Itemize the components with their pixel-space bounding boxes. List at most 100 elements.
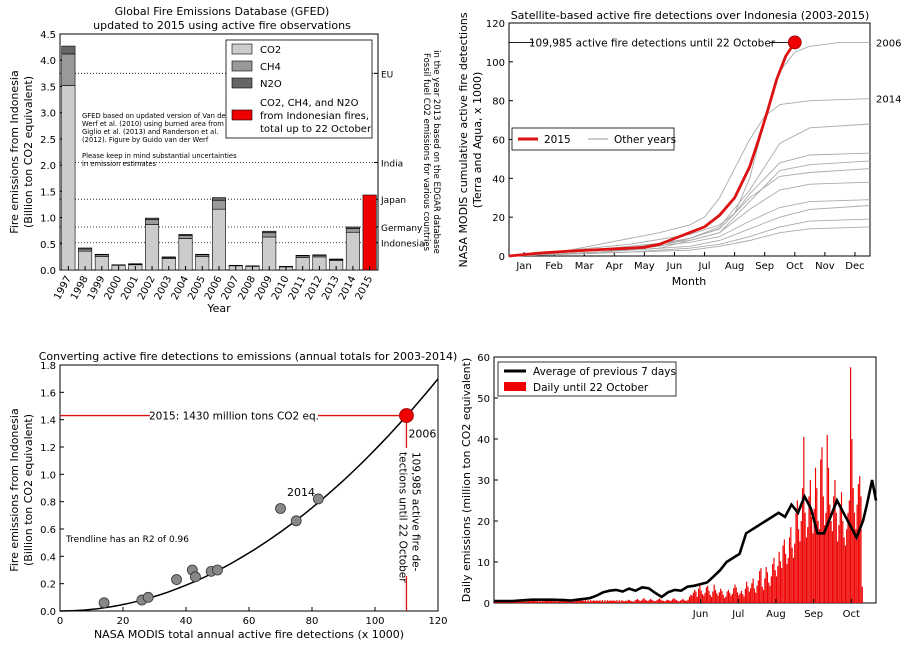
conversion-y-axis-label-line2: (Billion ton CO2 equivalent) [22,414,35,566]
daily-bar [859,475,861,603]
gfed-right-note-line2: in the year 2013 based on the EDGAR data… [431,50,441,254]
daily-bar [766,572,769,603]
daily-bar [807,527,809,603]
cumulative-detections-chart: Satellite-based active fire detections o… [457,9,901,288]
daily-bar [678,601,680,603]
daily-bar [811,516,813,603]
daily-x-tick-label: Aug [766,609,786,620]
daily-y-tick-label: 0 [484,599,490,610]
daily-bar [523,601,526,603]
conversion-y-tick-label: 0.8 [40,498,56,509]
daily-y-tick-label: 30 [477,476,490,487]
daily-bar [825,512,827,603]
daily-bar [566,600,568,603]
daily-bar [721,591,723,603]
vline-label-line2: tections until 22 October [396,452,408,583]
gfed-bar-n2o [61,45,76,55]
daily-bar [631,601,633,603]
daily-bar [788,537,791,603]
year-label-2014: 2014 [876,95,901,106]
gfed-bar-co2 [178,238,193,271]
daily-bar [762,589,765,603]
daily-bar [655,600,657,603]
daily-bar [686,600,688,603]
highlight-label: 109,985 active fire detections until 22 … [529,37,776,49]
gfed-legend: CO2 CH4 N2O CO2, CH4, and N2O from Indon… [225,39,373,139]
daily-bar [531,600,533,603]
daily-bar [701,593,704,603]
point-label-2014: 2014 [287,486,315,499]
vline-label-line1: 109,985 active fire de- [409,452,421,572]
daily-bar [704,592,706,603]
gfed-note-line: in emission estimates [82,160,157,168]
gfed-x-axis-label: Year [206,302,231,315]
daily-bar [814,467,817,603]
daily-bar [660,599,662,603]
daily-bar [579,600,581,603]
daily-bar [627,599,629,603]
gfed-bar-n2o [195,253,210,256]
daily-bar [800,521,802,603]
daily-bar [622,600,624,603]
daily-bar [688,596,691,603]
gfed-note-line: Please keep in mind substantial uncertai… [82,152,237,160]
daily-bar [642,599,644,603]
daily-bar [657,599,659,603]
daily-bar [799,541,801,603]
gfed-y-tick-label: 1.0 [40,214,56,225]
daily-bar [729,592,731,603]
daily-bar [700,590,702,603]
daily-bar [718,592,720,603]
daily-bar [822,496,824,603]
daily-bar [777,566,779,603]
daily-bar [575,600,578,603]
daily-bar [584,600,587,603]
daily-bar [697,588,700,603]
daily-bar [731,593,733,603]
daily-bar [804,512,806,603]
daily-bar [690,594,692,603]
daily-bar [601,600,604,603]
daily-bar [775,576,778,603]
conversion-y-tick-label: 1.4 [40,416,56,427]
gfed-bar-ch4 [178,235,193,239]
daily-bar [768,582,770,603]
scatter-point [98,597,110,609]
daily-bar [636,598,639,603]
highlight-point-2015 [787,35,802,50]
other-year-line [508,123,871,257]
gfed-note-line: Giglio et al. (2013) and Randerson et al… [82,128,218,136]
daily-bar [839,504,841,603]
conversion-x-tick-label: 80 [306,616,319,627]
daily-bar [539,600,541,603]
detections-x-tick-label: Nov [815,261,835,272]
daily-bar [844,545,846,603]
daily-bar [827,467,830,603]
legend-swatch-fires [231,109,253,121]
scatter-point [171,574,182,585]
daily-bar [548,600,550,603]
daily-bar [530,600,532,603]
daily-bar [714,589,717,603]
daily-y-tick-label: 10 [477,558,490,569]
daily-bar [692,592,694,603]
daily-bar [860,496,862,603]
scatter-point [190,571,201,583]
trendline-r2-label: Trendline has an R2 of 0.96 [65,535,189,545]
daily-bar [545,600,548,603]
daily-bar [861,586,863,603]
daily-bar [635,599,637,603]
detections-x-tick-label: Aug [725,261,745,272]
other-year-line [508,98,871,257]
daily-bar [736,592,739,603]
daily-bar [747,586,749,603]
daily-bar [574,601,576,603]
daily-bar [610,600,613,603]
daily-bar [723,598,726,603]
conversion-x-tick-label: 0 [57,616,63,627]
daily-bar [826,434,828,603]
daily-x-tick-label: Jun [692,609,709,620]
daily-y-tick-label: 20 [477,517,490,528]
daily-bar [746,581,748,603]
